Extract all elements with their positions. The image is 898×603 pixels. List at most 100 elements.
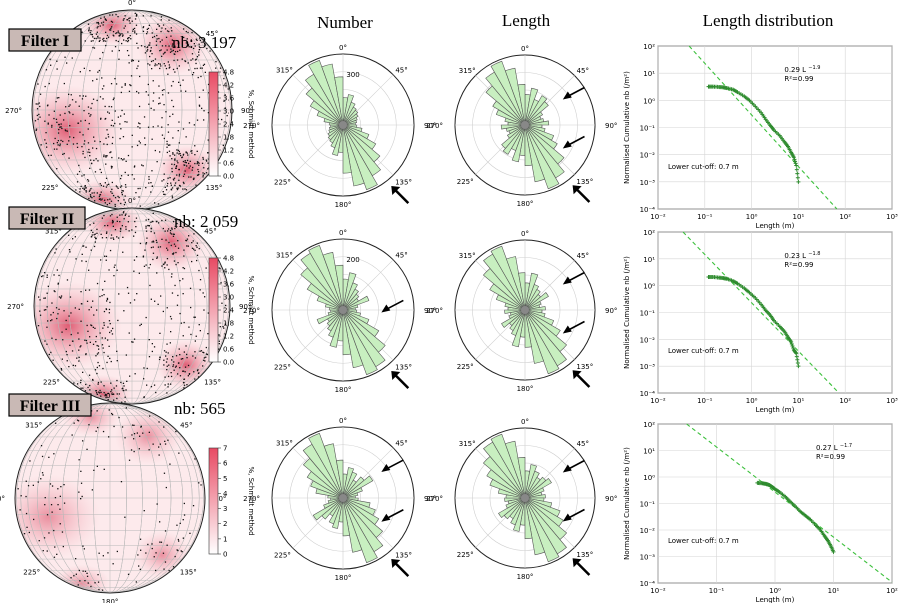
pole-point [121,86,123,88]
pole-point [114,205,116,207]
pole-point [53,148,56,150]
pole-point [121,388,123,390]
pole-point [188,162,190,165]
pole-point [207,168,209,170]
colorbar-gradient [208,257,219,363]
pole-point [155,221,158,223]
pole-point [195,38,197,40]
colorbar-tick-label: 3.0 [223,294,234,302]
pole-point [151,32,153,34]
rose-label-270: 270° [426,495,443,503]
pole-point [182,519,184,521]
pole-point [149,44,151,46]
pole-point [59,143,61,145]
pole-point [194,357,197,359]
pole-point [172,233,174,235]
pole-point [172,365,174,368]
pole-point [133,450,135,453]
pole-point [119,33,121,35]
colorbar-tick-label: 3 [223,505,227,513]
pole-point [124,195,126,197]
pole-point [153,241,155,243]
pole-point [91,236,93,238]
stereonet-outline [33,207,231,405]
stereonet-label-45: 45° [206,30,218,38]
rose-label-315: 315° [459,252,476,260]
pole-point [131,134,133,136]
pole-point [85,187,87,189]
rose-petal [524,487,545,499]
y-tick-label: 10⁻¹ [640,125,656,133]
pole-point [108,436,110,438]
pole-point [124,214,126,216]
pole-point [131,229,133,231]
pole-point [163,162,165,165]
pole-point [110,234,113,236]
rose-label-90: 90° [424,122,436,130]
pole-point [197,168,199,171]
pole-point [158,222,160,224]
pole-point [198,96,201,98]
pole-point [170,184,172,186]
pole-point [94,140,96,142]
pole-point [197,171,200,173]
pole-point [134,231,137,234]
pole-point [111,412,113,415]
pole-point [127,154,130,157]
pole-point [120,177,122,180]
pole-point [121,42,123,45]
pole-point [202,174,204,176]
pole-point [156,28,158,30]
pole-point [113,266,115,268]
fit-exponent: −1.8 [808,251,820,257]
pole-point [68,105,70,107]
colorbar-tick-label: 4.2 [223,268,234,276]
pole-point [105,155,107,157]
pole-point [103,468,105,470]
pole-point [166,151,168,154]
pole-point [76,146,79,148]
pole-point [172,566,175,568]
pole-point [26,526,28,528]
pole-point [58,128,60,131]
pole-point [183,502,185,505]
pole-point [92,231,94,234]
data-point [794,167,799,172]
pole-point [51,126,53,128]
pole-point [131,60,133,62]
pole-point [160,16,163,18]
pole-point [196,254,199,256]
arrow-main [393,188,410,204]
pole-point [103,310,106,313]
pole-point [171,99,173,102]
rose-petal [342,309,378,376]
colorbar-tick-label: 1 [223,535,227,543]
y-tick-label: 10⁰ [643,474,655,482]
pole-point [156,64,158,66]
pole-point [136,432,138,434]
pole-point [116,360,118,362]
pole-point [169,232,172,234]
pole-point [51,337,53,339]
pole-point [173,163,176,166]
pole-point [182,335,184,337]
pole-point [92,378,94,381]
pole-point [122,34,124,36]
pole-point [144,137,146,139]
pole-point [93,136,95,138]
pole-point [35,103,37,105]
pole-point [36,108,39,110]
pole-point [133,259,136,261]
pole-point [63,82,65,85]
pole-point [46,146,48,148]
pole-point [182,153,185,155]
pole-point [98,348,100,350]
x-tick-label: 10² [839,397,851,405]
pole-point [137,65,139,67]
pole-point [124,201,126,204]
pole-point [169,66,171,68]
pole-point [170,276,173,278]
rose-label-90: 90° [424,495,436,503]
pole-point [103,351,105,354]
pole-point [97,345,100,347]
